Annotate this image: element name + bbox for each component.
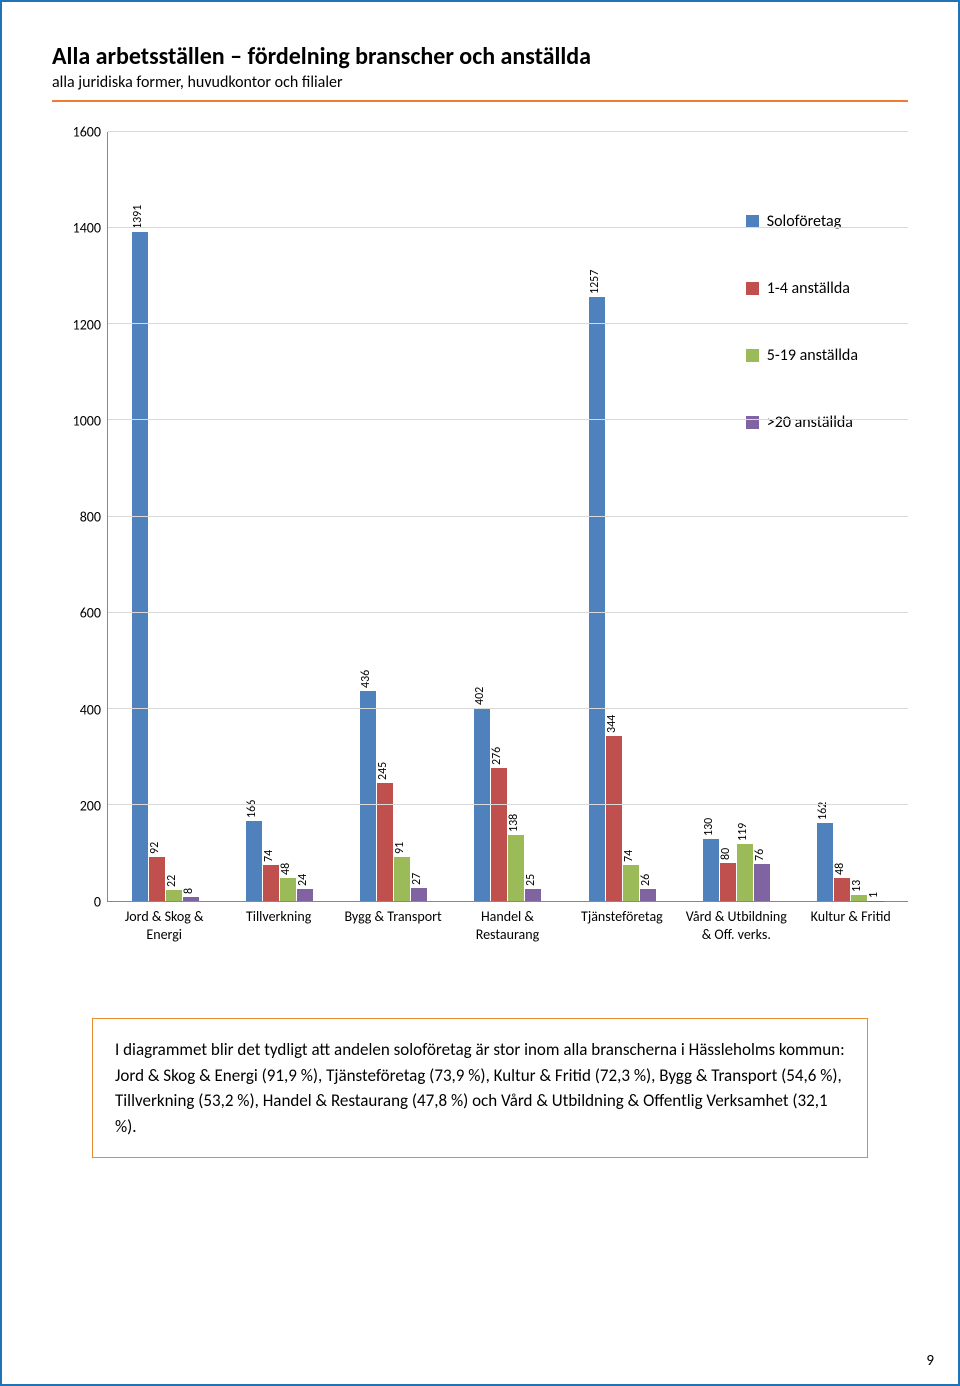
bar: 22	[166, 890, 182, 901]
y-tick: 600	[53, 605, 101, 622]
bar-value-label: 1257	[588, 270, 602, 294]
y-tick: 1600	[53, 124, 101, 141]
bar: 24	[297, 889, 313, 901]
bar: 48	[280, 878, 296, 901]
bar-value-label: 402	[473, 687, 487, 705]
page-title: Alla arbetsställen – fördelning bransche…	[52, 42, 908, 71]
info-box: I diagrammet blir det tydligt att andele…	[92, 1018, 868, 1158]
plot-area: 1391922281667448244362459127402276138251…	[107, 132, 908, 902]
bar-value-label: 1	[867, 891, 881, 897]
bar-group: 12573447426	[565, 132, 679, 901]
grid-line	[108, 708, 908, 709]
title-divider	[52, 100, 908, 102]
grid-line	[108, 323, 908, 324]
bar: 276	[491, 768, 507, 901]
bar: 26	[640, 889, 656, 901]
bar-value-label: 91	[393, 842, 407, 854]
bar-value-label: 436	[359, 670, 373, 688]
y-tick: 1200	[53, 316, 101, 333]
y-tick: 0	[53, 894, 101, 911]
bar: 344	[606, 736, 622, 901]
bar: 92	[149, 857, 165, 901]
bar-value-label: 166	[245, 800, 259, 818]
y-tick: 200	[53, 797, 101, 814]
bar-value-label: 245	[376, 762, 390, 780]
bar-value-label: 24	[296, 874, 310, 886]
bar-group: 16248131	[794, 132, 908, 901]
bar: 74	[623, 865, 639, 901]
bar: 27	[411, 888, 427, 901]
x-axis-label: Tjänsteföretag	[565, 902, 679, 943]
y-tick: 800	[53, 509, 101, 526]
bar-value-label: 119	[736, 823, 750, 841]
bar-value-label: 138	[507, 813, 521, 831]
bar-group: 40227613825	[451, 132, 565, 901]
x-axis-label: Jord & Skog & Energi	[107, 902, 221, 943]
grid-line	[108, 612, 908, 613]
bar-value-label: 74	[622, 850, 636, 862]
grid-line	[108, 804, 908, 805]
bar: 80	[720, 863, 736, 901]
bar-value-label: 48	[279, 863, 293, 875]
bar-value-label: 25	[524, 874, 538, 886]
bar: 74	[263, 865, 279, 901]
x-axis-label: Handel & Restaurang	[450, 902, 564, 943]
x-axis-labels: Jord & Skog & EnergiTillverkningBygg & T…	[107, 902, 908, 943]
bar-groups: 1391922281667448244362459127402276138251…	[108, 132, 908, 901]
bar: 162	[817, 823, 833, 901]
bar: 76	[754, 864, 770, 901]
bar: 8	[183, 897, 199, 901]
bar-chart: 02004006008001000120014001600 1391922281…	[52, 132, 908, 902]
bar: 48	[834, 878, 850, 901]
x-axis-label: Tillverkning	[221, 902, 335, 943]
bar: 245	[377, 783, 393, 901]
bar-group: 166744824	[222, 132, 336, 901]
bar-value-label: 22	[165, 875, 179, 887]
bar-group: 139192228	[108, 132, 222, 901]
y-tick: 400	[53, 701, 101, 718]
grid-line	[108, 516, 908, 517]
bar: 166	[246, 821, 262, 901]
y-tick: 1000	[53, 412, 101, 429]
grid-line	[108, 419, 908, 420]
bar-value-label: 74	[262, 850, 276, 862]
x-axis-label: Bygg & Transport	[336, 902, 450, 943]
bar: 138	[508, 835, 524, 901]
bar: 1257	[589, 297, 605, 901]
bar: 91	[394, 857, 410, 901]
bar-value-label: 13	[850, 880, 864, 892]
bar-value-label: 80	[719, 847, 733, 859]
x-axis-label: Kultur & Fritid	[794, 902, 908, 943]
page-number: 9	[926, 1352, 934, 1370]
bar: 130	[703, 839, 719, 901]
bar-value-label: 26	[639, 873, 653, 885]
bar: 119	[737, 844, 753, 901]
bar: 25	[525, 889, 541, 901]
y-axis: 02004006008001000120014001600	[52, 132, 107, 902]
x-axis-label: Vård & Utbildning & Off. verks.	[679, 902, 793, 943]
grid-line	[108, 131, 908, 132]
bar-value-label: 276	[490, 747, 504, 765]
bar-group: 4362459127	[337, 132, 451, 901]
page: Alla arbetsställen – fördelning bransche…	[0, 0, 960, 1386]
bar-value-label: 76	[753, 849, 767, 861]
bar: 1391	[132, 232, 148, 901]
bar: 13	[851, 895, 867, 901]
bar-value-label: 344	[605, 714, 619, 732]
page-subtitle: alla juridiska former, huvudkontor och f…	[52, 73, 908, 92]
bar-group: 1308011976	[679, 132, 793, 901]
grid-line	[108, 227, 908, 228]
bar-value-label: 1391	[131, 205, 145, 229]
bar-value-label: 130	[702, 817, 716, 835]
bar-value-label: 48	[833, 863, 847, 875]
bar-value-label: 27	[410, 873, 424, 885]
bar-value-label: 8	[182, 888, 196, 894]
bar-value-label: 92	[148, 842, 162, 854]
y-tick: 1400	[53, 220, 101, 237]
bar: 436	[360, 691, 376, 901]
